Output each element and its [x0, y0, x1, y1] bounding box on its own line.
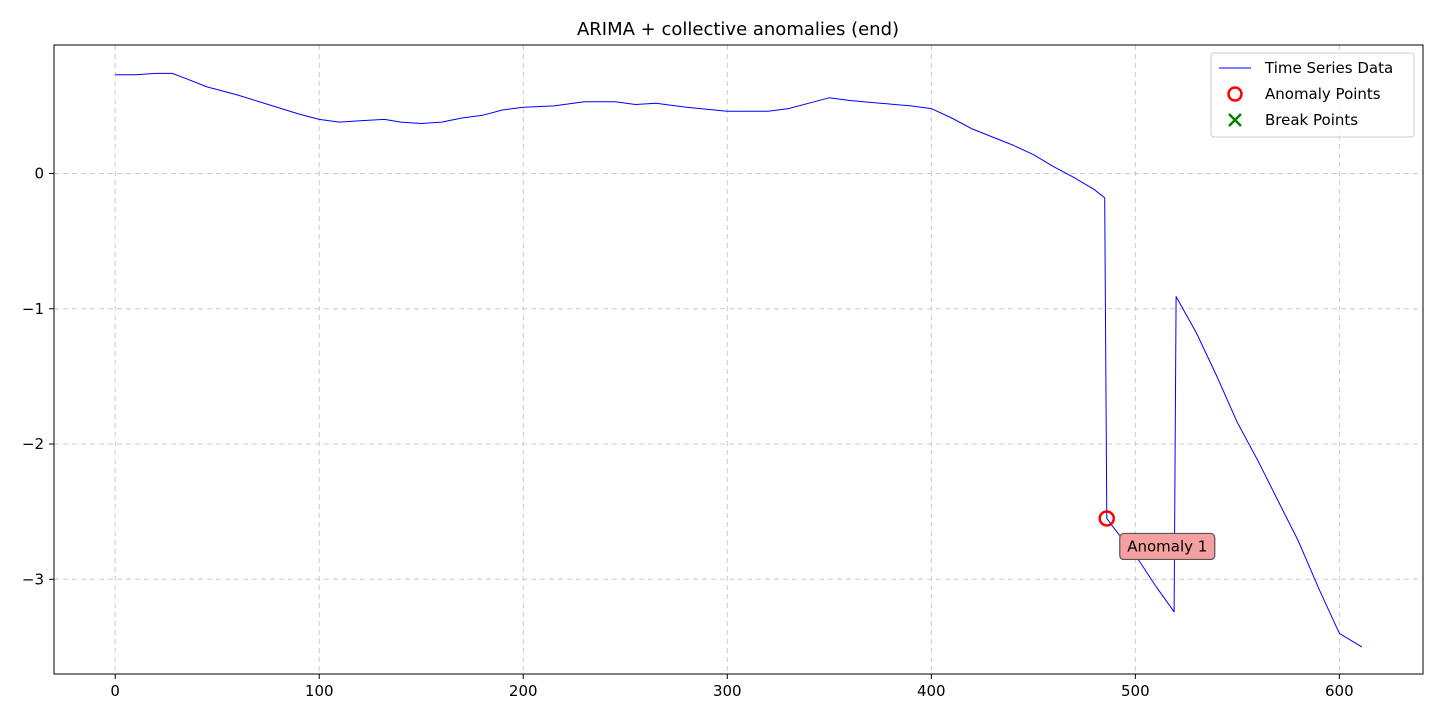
axes: 0 100 200 300 400 500 600 0 −1 −2 −3 — [22, 165, 1354, 700]
y-tick-label: −2 — [22, 435, 44, 453]
x-tick-label: 0 — [110, 682, 120, 700]
x-tick-label: 500 — [1121, 682, 1150, 700]
y-tick-label: −3 — [22, 570, 44, 588]
legend: Time Series Data Anomaly Points Break Poin… — [1210, 52, 1415, 138]
anomaly-layer: Anomaly 1 — [1098, 510, 1216, 561]
legend-label: Break Points — [1265, 111, 1358, 129]
anomaly-label: Anomaly 1 — [1127, 537, 1207, 555]
legend-circle-marker — [1227, 86, 1243, 102]
plot-frame — [53, 44, 1424, 675]
anomaly-label-box — [1119, 532, 1216, 561]
chart-title: ARIMA + collective anomalies (end) — [577, 19, 899, 40]
x-tick-label: 400 — [917, 682, 946, 700]
legend-label: Anomaly Points — [1265, 85, 1381, 103]
y-tick-label: 0 — [34, 165, 44, 183]
legend-box — [1210, 52, 1415, 138]
legend-x-marker — [1228, 113, 1242, 127]
x-tick-label: 200 — [509, 682, 538, 700]
anomaly-point — [1098, 510, 1116, 527]
x-tick-label: 600 — [1325, 682, 1354, 700]
legend-x-stroke — [1228, 113, 1242, 127]
legend-label: Time Series Data — [1264, 59, 1393, 77]
y-tick-label: −1 — [22, 300, 44, 318]
x-tick-label: 300 — [713, 682, 742, 700]
x-tick-label: 100 — [305, 682, 334, 700]
grid — [54, 45, 1423, 674]
